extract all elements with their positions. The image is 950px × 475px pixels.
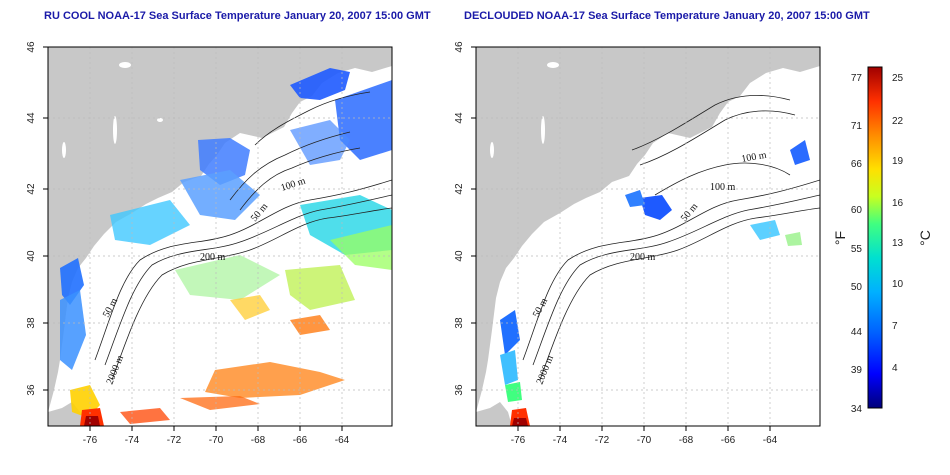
x-tick-label: -70 bbox=[209, 435, 224, 446]
contour-label: 100 m bbox=[741, 150, 768, 165]
x-axis-labels: -76 -74 -72 -70 -68 -66 -64 bbox=[511, 435, 778, 446]
x-tick-label: -68 bbox=[251, 435, 266, 446]
bathymetry-contours bbox=[522, 95, 820, 381]
colorbar-tick-f: 60 bbox=[851, 205, 863, 216]
x-tick-label: -74 bbox=[553, 435, 568, 446]
y-tick-label: 44 bbox=[26, 112, 37, 124]
colorbar-tick-f: 77 bbox=[851, 73, 863, 84]
right-map-title: DECLOUDED NOAA-17 Sea Surface Temperatur… bbox=[464, 10, 870, 22]
x-tick-label: -64 bbox=[763, 435, 778, 446]
x-tick-label: -64 bbox=[335, 435, 350, 446]
celsius-ticks: 25 22 19 16 13 10 7 4 bbox=[892, 73, 904, 374]
colorbar-tick-f: 44 bbox=[851, 327, 863, 338]
y-tick-label: 36 bbox=[26, 384, 37, 396]
fahrenheit-label: °F bbox=[832, 231, 848, 245]
colorbar-tick-c: 13 bbox=[892, 238, 904, 249]
y-tick-label: 42 bbox=[454, 183, 465, 195]
sst-data-layer bbox=[60, 68, 392, 426]
contour-label: 200 m bbox=[200, 252, 226, 263]
y-tick-label: 42 bbox=[26, 183, 37, 195]
colorbar-gradient bbox=[867, 66, 883, 409]
x-tick-label: -72 bbox=[167, 435, 182, 446]
colorbar-tick-c: 16 bbox=[892, 198, 904, 209]
grid-lines bbox=[476, 47, 820, 426]
y-tick-label: 38 bbox=[454, 317, 465, 329]
y-tick-label: 46 bbox=[26, 41, 37, 53]
map-frame bbox=[475, 46, 821, 427]
x-tick-label: -66 bbox=[293, 435, 308, 446]
bathymetry-contours bbox=[94, 91, 392, 381]
right-map-panel: -76 -74 -72 -70 -68 -66 -64 36 38 40 42 … bbox=[454, 41, 821, 446]
colorbar-tick-f: 50 bbox=[851, 282, 863, 293]
x-tick-label: -76 bbox=[83, 435, 98, 446]
map-frame bbox=[47, 46, 393, 427]
x-tick-label: -74 bbox=[125, 435, 140, 446]
x-tick-label: -76 bbox=[511, 435, 526, 446]
y-tick-label: 36 bbox=[454, 384, 465, 396]
left-map-title: RU COOL NOAA-17 Sea Surface Temperature … bbox=[44, 10, 431, 22]
land-mass bbox=[48, 47, 392, 412]
x-tick-label: -66 bbox=[721, 435, 736, 446]
colorbar-tick-c: 22 bbox=[892, 116, 904, 127]
y-tick-label: 40 bbox=[26, 250, 37, 262]
y-tick-label: 38 bbox=[26, 317, 37, 329]
colorbar-tick-c: 10 bbox=[892, 279, 904, 290]
colorbar-tick-f: 39 bbox=[851, 365, 863, 376]
colorbar-tick-f: 55 bbox=[851, 244, 863, 255]
y-tick-label: 46 bbox=[454, 41, 465, 53]
x-tick-label: -70 bbox=[637, 435, 652, 446]
y-tick-label: 44 bbox=[454, 112, 465, 124]
x-axis-labels: -76 -74 -72 -70 -68 -66 -64 bbox=[83, 435, 350, 446]
temperature-colorbar: 77 71 66 60 55 50 44 39 34 25 22 19 16 1… bbox=[832, 66, 933, 415]
y-axis-labels: 36 38 40 42 44 46 bbox=[26, 41, 37, 396]
colorbar-tick-c: 19 bbox=[892, 156, 904, 167]
colorbar-tick-c: 25 bbox=[892, 73, 904, 84]
land-mass bbox=[476, 47, 820, 412]
grid-lines bbox=[48, 47, 392, 426]
colorbar-tick-c: 7 bbox=[892, 321, 898, 332]
fahrenheit-ticks: 77 71 66 60 55 50 44 39 34 bbox=[851, 73, 863, 415]
colorbar-tick-f: 34 bbox=[851, 404, 863, 415]
contour-label: 100 m bbox=[710, 182, 736, 193]
x-tick-label: -68 bbox=[679, 435, 694, 446]
colorbar-tick-c: 4 bbox=[892, 363, 898, 374]
celsius-label: °C bbox=[917, 230, 933, 246]
y-tick-label: 40 bbox=[454, 250, 465, 262]
colorbar-tick-f: 71 bbox=[851, 121, 863, 132]
contour-label: 200 m bbox=[630, 252, 656, 263]
x-tick-label: -72 bbox=[595, 435, 610, 446]
y-axis-labels: 36 38 40 42 44 46 bbox=[454, 41, 465, 396]
left-map-panel: -76 -74 -72 -70 -68 -66 -64 36 38 40 42 … bbox=[26, 41, 393, 446]
colorbar-tick-f: 66 bbox=[851, 159, 863, 170]
